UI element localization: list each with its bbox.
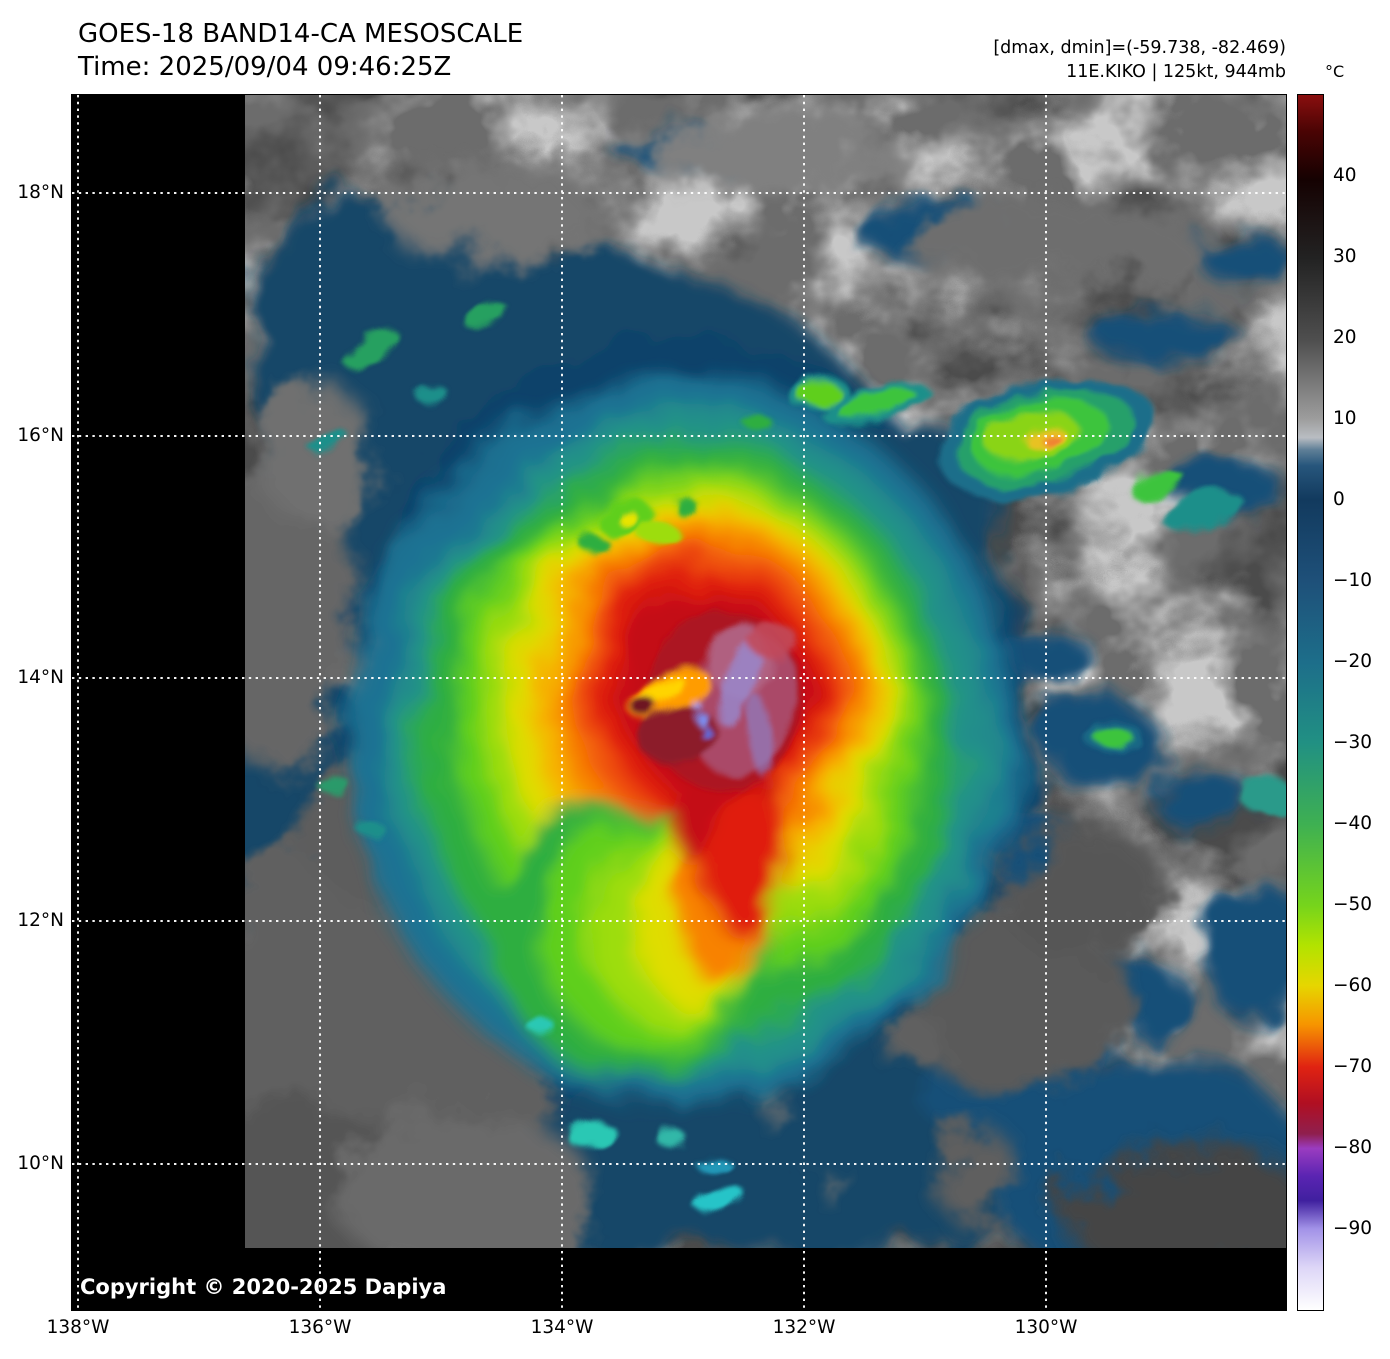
colorbar-tick: −60 xyxy=(1333,974,1373,996)
colorbar-tick: 20 xyxy=(1333,327,1357,348)
timestamp: Time: 2025/09/04 09:46:25Z xyxy=(78,52,452,82)
lat-label: 10°N xyxy=(17,1153,64,1174)
lon-label: 134°W xyxy=(530,1317,594,1338)
page-title: GOES-18 BAND14-CA MESOSCALE xyxy=(78,19,524,49)
lat-label: 12°N xyxy=(17,910,64,931)
satellite-image xyxy=(72,95,1286,1310)
colorbar-tick: −70 xyxy=(1333,1056,1373,1077)
colorbar-tick: −90 xyxy=(1333,1217,1373,1239)
colorbar-tick: −10 xyxy=(1333,570,1373,591)
colorbar-tick: 10 xyxy=(1333,408,1357,430)
lon-label: 130°W xyxy=(1014,1317,1078,1338)
colorbar-ticks: 40 30 20 10 0 −10 −20 −30 −40 −50 −60 −7… xyxy=(1333,95,1387,1310)
lat-label: 16°N xyxy=(17,425,64,446)
lon-label: 132°W xyxy=(772,1317,836,1338)
graticule-gridlines xyxy=(72,95,1286,1310)
colorbar-tick: 30 xyxy=(1333,245,1357,267)
lon-label: 136°W xyxy=(288,1317,352,1338)
colorbar-tick: 0 xyxy=(1333,488,1345,510)
lat-label: 18°N xyxy=(17,182,64,203)
lon-label: 138°W xyxy=(46,1317,110,1338)
colorbar-gradient xyxy=(1297,94,1324,1311)
info-block: [dmax, dmin]=(-59.738, -82.469) 11E.KIKO… xyxy=(993,36,1286,84)
colorbar-tick: −80 xyxy=(1333,1137,1373,1159)
colorbar-tick: −30 xyxy=(1333,731,1373,753)
colorbar-unit-label: °C xyxy=(1325,62,1345,81)
lat-label: 14°N xyxy=(17,667,64,688)
dmax-dmin-readout: [dmax, dmin]=(-59.738, -82.469) xyxy=(993,38,1286,58)
colorbar-tick: −50 xyxy=(1333,894,1373,916)
copyright: Copyright © 2020-2025 Dapiya xyxy=(80,1275,447,1299)
colorbar-tick: 40 xyxy=(1333,165,1357,187)
hurricane-eye-core xyxy=(628,611,804,791)
colorbar-tick: −20 xyxy=(1333,651,1373,673)
title-block: GOES-18 BAND14-CA MESOSCALE Time: 2025/0… xyxy=(78,18,523,84)
colorbar-tick: −40 xyxy=(1333,813,1373,834)
storm-id-intensity: 11E.KIKO | 125kt, 944mb xyxy=(1066,62,1286,82)
map-plot: Copyright © 2020-2025 Dapiya xyxy=(71,94,1287,1311)
convective-specks xyxy=(309,306,1286,1212)
